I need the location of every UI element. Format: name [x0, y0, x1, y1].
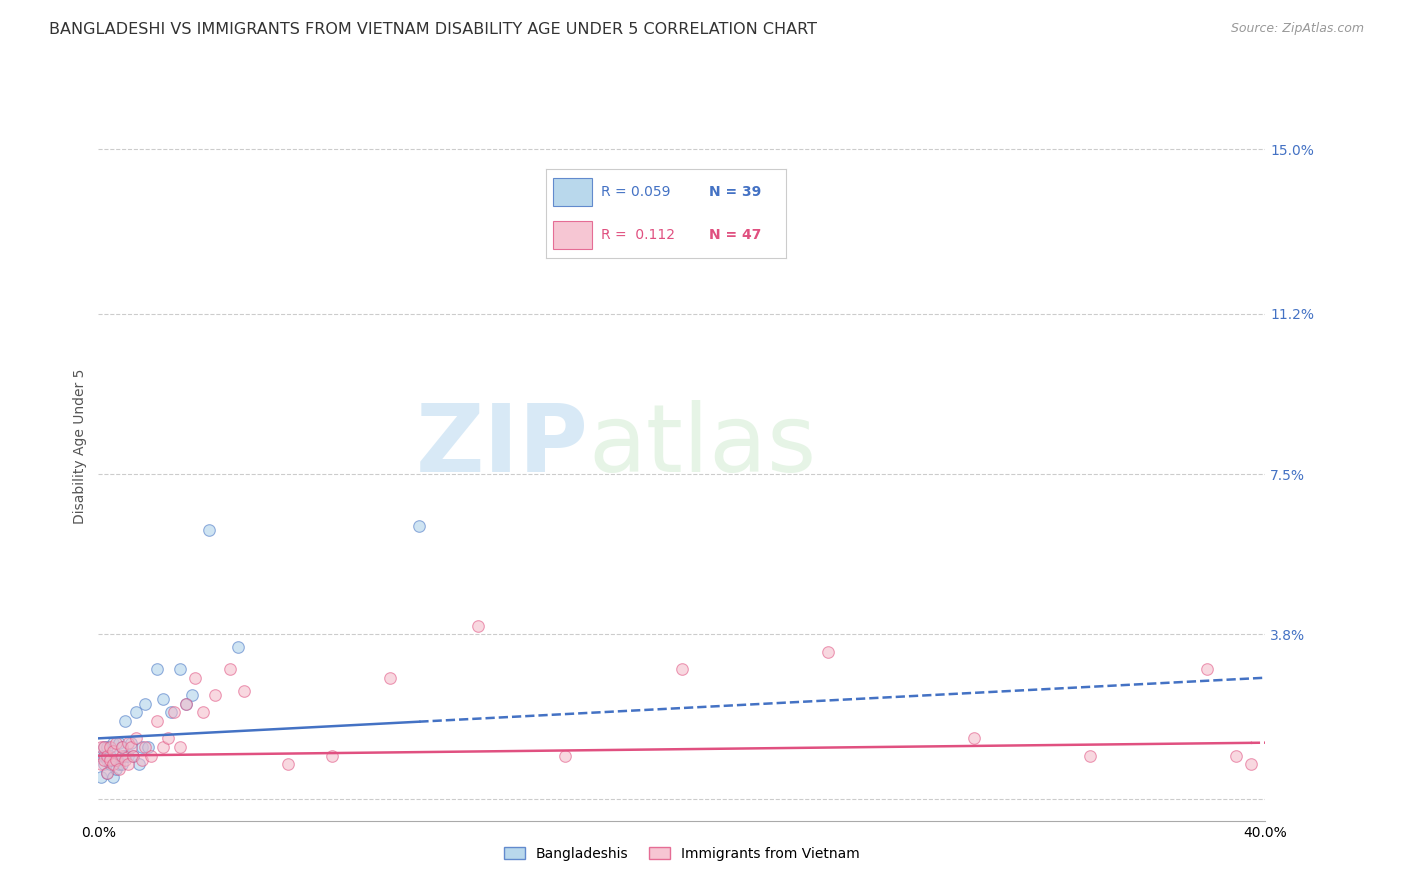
Point [96, 766, 118, 780]
Point [98, 753, 121, 767]
Point [204, 688, 226, 702]
Point [467, 619, 489, 633]
Point [120, 736, 142, 750]
Point [163, 706, 186, 720]
Point [817, 645, 839, 659]
Point [962, 731, 984, 746]
Point [228, 640, 250, 655]
Point [193, 706, 215, 720]
Point [114, 748, 136, 763]
Point [131, 753, 153, 767]
Point [101, 736, 124, 750]
Text: R = 0.059: R = 0.059 [602, 185, 671, 199]
Point [134, 739, 156, 754]
Point [321, 748, 343, 763]
Point [96, 753, 118, 767]
Point [101, 770, 124, 784]
Point [90, 748, 112, 763]
Point [90, 770, 112, 784]
Point [98, 748, 121, 763]
Point [277, 757, 299, 772]
Text: N = 39: N = 39 [709, 185, 762, 199]
Point [157, 731, 180, 746]
Point [146, 714, 169, 728]
Point [183, 671, 205, 685]
Point [93, 748, 115, 763]
Point [380, 671, 402, 685]
Point [1225, 748, 1247, 763]
Point [117, 748, 139, 763]
Bar [554, 178, 592, 206]
Point [96, 748, 118, 763]
Point [104, 753, 127, 767]
Point [131, 739, 153, 754]
Point [93, 739, 115, 754]
Point [160, 706, 183, 720]
Point [169, 662, 191, 676]
Point [111, 757, 134, 772]
Point [104, 748, 127, 763]
Point [1240, 757, 1263, 772]
Point [117, 757, 139, 772]
Point [233, 683, 256, 698]
Point [93, 753, 115, 767]
Point [152, 692, 174, 706]
Point [98, 748, 121, 763]
Point [93, 757, 115, 772]
Point [101, 757, 124, 772]
Point [98, 739, 121, 754]
Point [98, 757, 121, 772]
Text: R =  0.112: R = 0.112 [602, 228, 675, 242]
Point [139, 748, 162, 763]
Point [111, 748, 134, 763]
Point [146, 662, 169, 676]
Point [104, 736, 127, 750]
Y-axis label: Disability Age Under 5: Disability Age Under 5 [73, 368, 87, 524]
Point [134, 697, 156, 711]
Text: atlas: atlas [589, 400, 817, 492]
Point [125, 706, 148, 720]
Point [180, 688, 202, 702]
Point [169, 739, 191, 754]
Bar [554, 220, 592, 249]
Point [111, 739, 134, 754]
Point [554, 748, 576, 763]
Text: BANGLADESHI VS IMMIGRANTS FROM VIETNAM DISABILITY AGE UNDER 5 CORRELATION CHART: BANGLADESHI VS IMMIGRANTS FROM VIETNAM D… [49, 22, 817, 37]
Point [218, 662, 240, 676]
Point [104, 762, 127, 776]
Point [108, 762, 131, 776]
Point [90, 757, 112, 772]
Point [101, 744, 124, 758]
Point [114, 714, 136, 728]
Point [96, 739, 118, 754]
Point [90, 739, 112, 754]
Point [198, 524, 221, 538]
Point [111, 739, 134, 754]
Legend: Bangladeshis, Immigrants from Vietnam: Bangladeshis, Immigrants from Vietnam [498, 841, 866, 866]
Point [108, 757, 131, 772]
Point [1080, 748, 1102, 763]
Point [671, 662, 693, 676]
Point [108, 736, 131, 750]
Point [152, 739, 174, 754]
Point [1195, 662, 1218, 676]
Point [96, 766, 118, 780]
Point [122, 748, 145, 763]
Text: Source: ZipAtlas.com: Source: ZipAtlas.com [1230, 22, 1364, 36]
Point [93, 739, 115, 754]
Point [101, 753, 124, 767]
Point [122, 748, 145, 763]
Text: ZIP: ZIP [416, 400, 589, 492]
Point [136, 739, 159, 754]
Text: N = 47: N = 47 [709, 228, 762, 242]
Point [120, 739, 142, 754]
Point [174, 697, 197, 711]
Point [408, 519, 430, 533]
Point [114, 753, 136, 767]
Point [174, 697, 197, 711]
Point [125, 731, 148, 746]
Point [128, 757, 150, 772]
Point [117, 736, 139, 750]
